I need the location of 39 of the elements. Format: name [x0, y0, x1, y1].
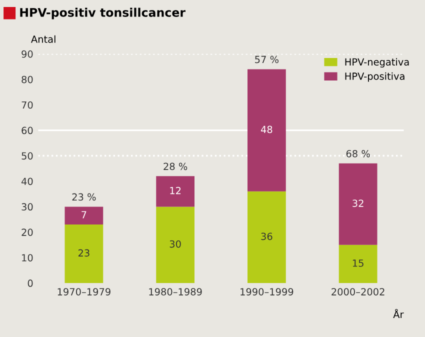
y-tick-label: 90 — [22, 50, 33, 58]
data-label: 30 — [170, 240, 181, 248]
data-label: 7 — [82, 211, 86, 218]
bar — [248, 191, 286, 284]
y-tick-label: 10 — [22, 254, 33, 262]
data-label: 15 — [352, 260, 364, 267]
x-tick-label: 2000–2002 — [332, 288, 384, 296]
legend-label: HPV-positiva — [345, 72, 404, 82]
y-tick-label: 20 — [22, 228, 33, 236]
legend-label: HPV-negativa — [345, 58, 409, 68]
x-tick-label: 1990–1999 — [240, 288, 294, 296]
y-tick-label: 40 — [21, 178, 33, 186]
y-tick-label: 80 — [22, 76, 33, 84]
bar — [156, 206, 194, 284]
chart-title: HPV-positiv tonsillcancer — [20, 8, 186, 20]
y-tick-label: 60 — [22, 126, 33, 134]
y-axis-title: Antal — [31, 35, 56, 43]
annotation: 57 % — [255, 56, 278, 64]
bar — [64, 206, 104, 225]
annotation: 28 % — [164, 162, 188, 170]
data-label: 48 — [260, 126, 272, 134]
annotation: 23 % — [72, 193, 96, 201]
y-tick-label: 0 — [28, 280, 33, 287]
x-axis-title: År — [393, 308, 404, 318]
bar — [156, 176, 194, 207]
bar — [64, 224, 104, 284]
data-label: 32 — [352, 200, 364, 207]
bar — [248, 69, 286, 192]
data-label: 12 — [170, 186, 181, 194]
annotation: 68 % — [346, 150, 370, 158]
x-tick-label: 1980–1989 — [149, 288, 202, 296]
y-tick-label: 50 — [22, 152, 33, 160]
data-label: 36 — [261, 232, 272, 240]
bar — [338, 244, 378, 284]
y-tick-label: 70 — [22, 101, 33, 109]
y-tick-label: 30 — [22, 203, 33, 211]
x-tick-label: 1970–1979 — [58, 288, 110, 296]
bar — [338, 163, 378, 245]
data-label: 23 — [78, 249, 90, 257]
